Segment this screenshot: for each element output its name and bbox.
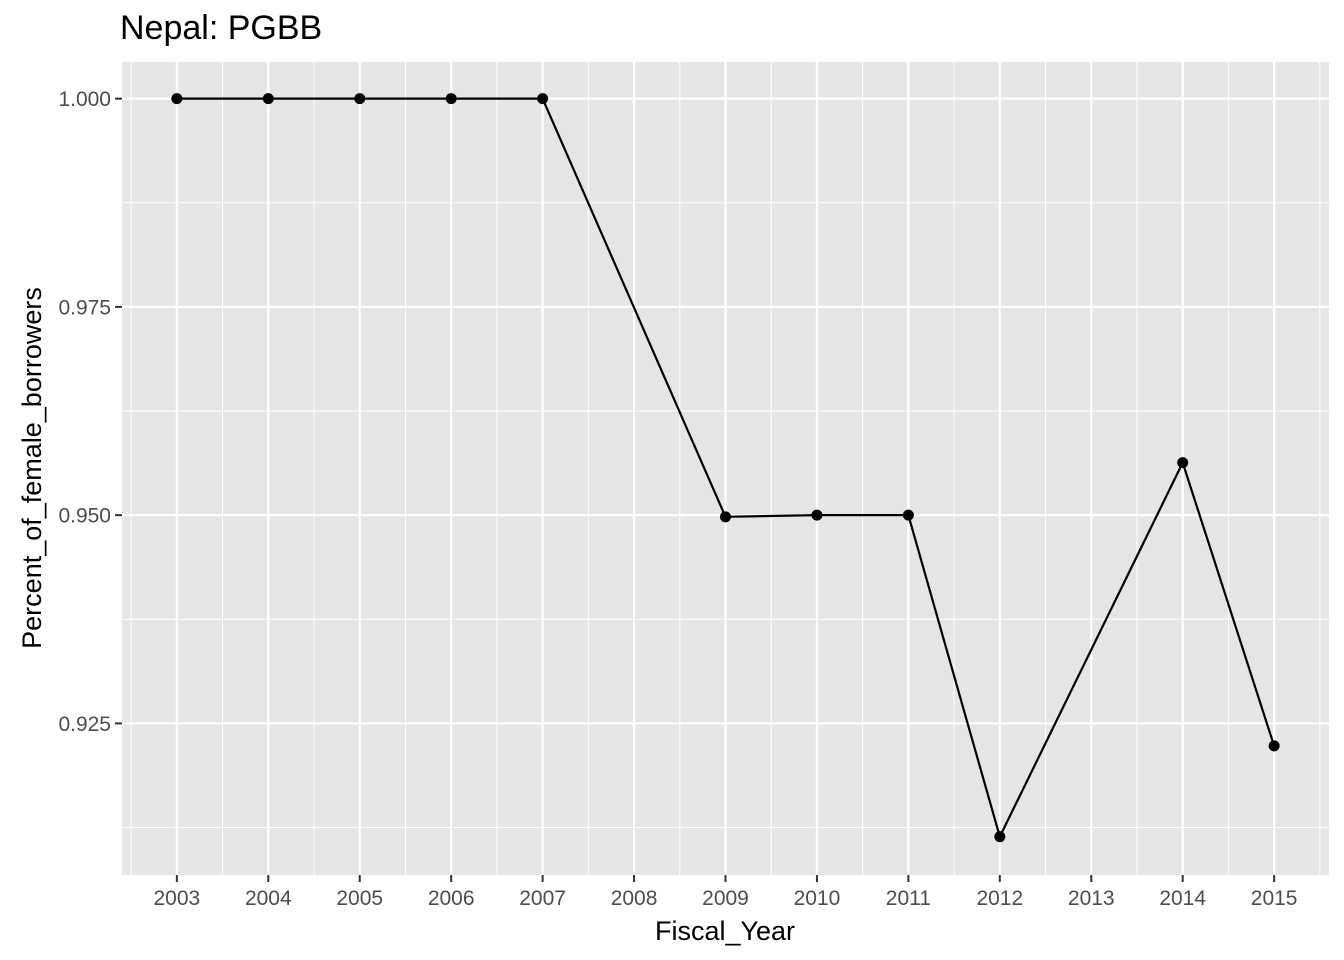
y-tick-label: 0.925 [58, 713, 111, 736]
x-tick-label: 2003 [154, 887, 201, 910]
data-point [537, 93, 549, 105]
data-point [262, 93, 274, 105]
y-tick-label: 1.000 [58, 88, 111, 111]
data-point [720, 511, 731, 523]
major-gridlines [122, 62, 1329, 875]
chart-title: Nepal: PGBB [120, 9, 322, 47]
data-point [1268, 740, 1280, 752]
data-point [994, 831, 1006, 843]
x-tick-label: 2010 [794, 887, 841, 910]
y-axis-title: Percent_of_female_borrowers [17, 287, 47, 649]
x-tick-label: 2006 [428, 887, 475, 910]
x-tick-label: 2008 [611, 887, 658, 910]
data-point [445, 93, 457, 105]
data-point [354, 93, 366, 105]
x-tick-label: 2015 [1251, 887, 1298, 910]
data-point [811, 509, 823, 521]
x-axis-title: Fiscal_Year [655, 916, 795, 946]
x-tick-label: 2005 [336, 887, 383, 910]
x-tick-label: 2011 [886, 887, 931, 910]
x-tick-label: 2007 [519, 887, 566, 910]
data-point [902, 509, 914, 521]
x-tick-label: 2012 [976, 887, 1023, 910]
x-tick-label: 2004 [245, 887, 292, 910]
x-tick-label: 2014 [1159, 887, 1206, 910]
y-tick-label: 0.950 [58, 505, 111, 528]
series-layer [171, 93, 1280, 843]
data-point [171, 93, 183, 105]
x-tick-label: 2013 [1068, 887, 1115, 910]
x-tick-label: 2009 [702, 887, 749, 910]
y-axis-ticks: 0.925 0.950 0.975 1.000 [58, 88, 122, 736]
x-axis-ticks: 2003 2004 2005 2006 2007 2008 2009 2010 2011 2012… [154, 875, 1298, 910]
y-tick-label: 0.975 [58, 296, 111, 319]
data-point [1177, 457, 1189, 469]
